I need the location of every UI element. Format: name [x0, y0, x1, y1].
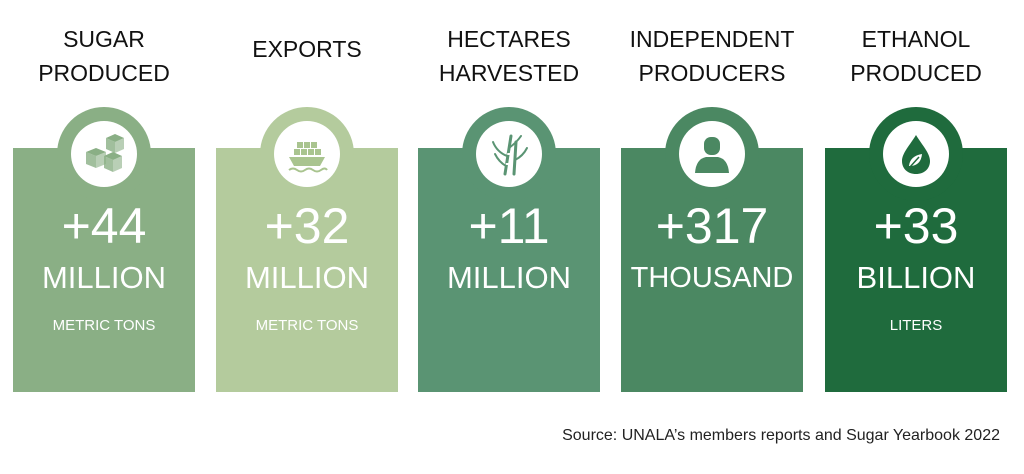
- person-icon: [695, 137, 729, 173]
- card-badge: [665, 107, 759, 201]
- card-value: +11: [468, 198, 550, 254]
- card-independent-producers: INDEPENDENT PRODUCERS +317 THOUSAND: [621, 0, 803, 474]
- card-heading-line1: EXPORTS: [252, 36, 362, 62]
- source-note: Source: UNALA’s members reports and Suga…: [562, 427, 1000, 444]
- card-value: +32: [264, 198, 350, 254]
- card-heading-line1: INDEPENDENT: [629, 26, 795, 52]
- card-heading-line1: SUGAR: [63, 26, 145, 52]
- card-value: +44: [61, 198, 147, 254]
- card-value: +33: [873, 198, 959, 254]
- card-badge: [260, 107, 354, 201]
- card-unit: MILLION: [446, 260, 572, 295]
- card-hectares-harvested: HECTARES HARVESTED: [418, 0, 600, 474]
- card-heading-line2: PRODUCED: [38, 60, 170, 86]
- card-subunit: LITERS: [889, 317, 943, 334]
- card-subunit: METRIC TONS: [255, 317, 359, 334]
- card-heading: INDEPENDENT PRODUCERS: [605, 22, 819, 90]
- card-value: +317: [655, 198, 769, 254]
- card-badge: [57, 107, 151, 201]
- card-heading-line2: PRODUCED: [850, 60, 982, 86]
- sugarcane-icon: [492, 134, 528, 176]
- card-heading: EXPORTS: [200, 32, 414, 66]
- card-ethanol-produced: ETHANOL PRODUCED +33 BILLION LITERS: [825, 0, 1007, 474]
- card-unit: MILLION: [244, 260, 370, 295]
- card-heading: SUGAR PRODUCED: [0, 22, 211, 90]
- card-badge: [869, 107, 963, 201]
- sugar-cubes-icon: [86, 134, 124, 172]
- card-unit: BILLION: [856, 260, 976, 295]
- card-badge: [462, 107, 556, 201]
- ethanol-drop-icon: [902, 135, 930, 174]
- card-unit: MILLION: [41, 260, 167, 295]
- cargo-ship-icon: [288, 142, 328, 173]
- card-sugar-produced: SUGAR PRODUCED: [13, 0, 195, 474]
- card-heading: HECTARES HARVESTED: [402, 22, 616, 90]
- card-heading-line1: HECTARES: [447, 26, 571, 52]
- card-heading-line1: ETHANOL: [861, 26, 971, 52]
- card-subunit: METRIC TONS: [52, 317, 156, 334]
- card-heading-line2: HARVESTED: [438, 60, 580, 86]
- card-exports: EXPORTS: [216, 0, 398, 474]
- card-unit: THOUSAND: [630, 262, 794, 294]
- card-heading-line2: PRODUCERS: [638, 60, 786, 86]
- card-heading: ETHANOL PRODUCED: [809, 22, 1023, 90]
